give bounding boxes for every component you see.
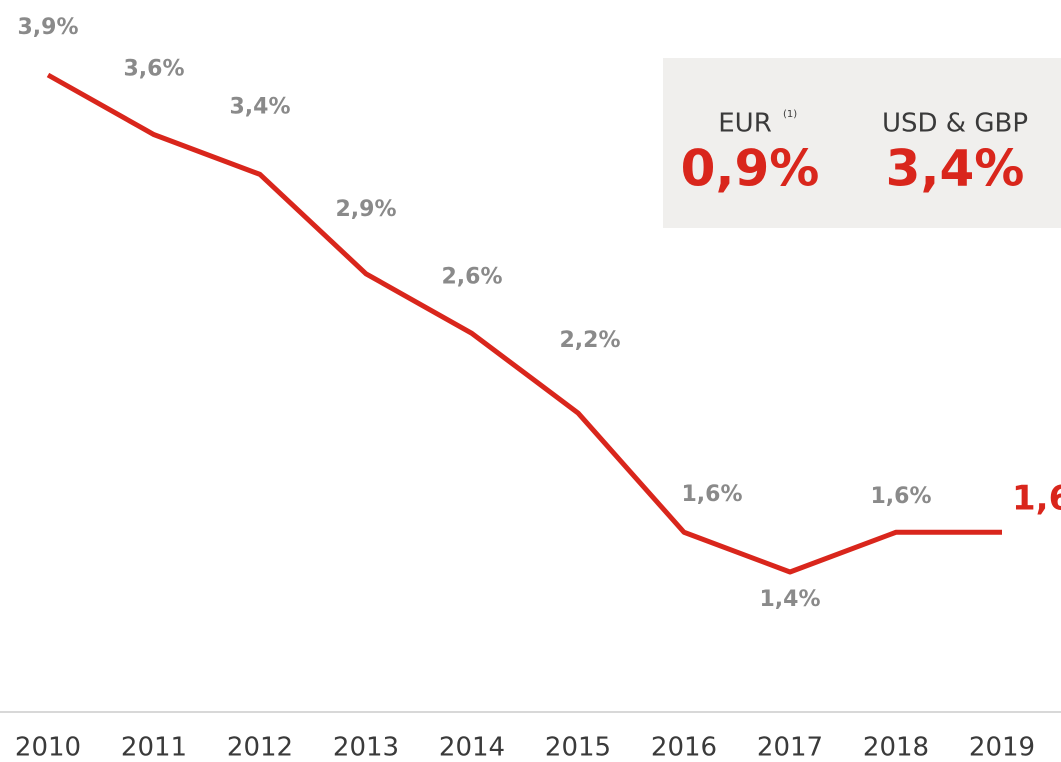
value-label: 1,6% <box>681 482 742 507</box>
x-tick-label: 2015 <box>545 733 611 762</box>
inset-value: 3,4% <box>886 140 1025 198</box>
line <box>46 72 1002 575</box>
inset-label: EUR <box>718 109 772 139</box>
value-label: 3,9% <box>17 15 78 40</box>
value-label: 1,6% <box>1012 479 1061 519</box>
value-label: 1,6% <box>870 484 931 509</box>
x-tick-label: 2014 <box>439 733 505 762</box>
inset-value: 0,9% <box>681 140 820 198</box>
value-label: 1,4% <box>759 587 820 612</box>
value-label: 3,6% <box>123 57 184 82</box>
value-label: 2,2% <box>559 328 620 353</box>
inset-note: (1) <box>783 109 797 120</box>
x-tick-label: 2019 <box>969 733 1035 762</box>
inset-box <box>663 58 1061 228</box>
x-tick-label: 2013 <box>333 733 399 762</box>
x-tick-label: 2011 <box>121 733 187 762</box>
x-tick-label: 2012 <box>227 733 293 762</box>
x-tick-label: 2016 <box>651 733 717 762</box>
x-tick-label: 2017 <box>757 733 823 762</box>
value-label: 3,4% <box>229 94 290 119</box>
value-label: 2,9% <box>335 197 396 222</box>
x-tick-label: 2018 <box>863 733 929 762</box>
inset-label: USD & GBP <box>882 109 1028 139</box>
x-tick-label: 2010 <box>15 733 81 762</box>
value-label: 2,6% <box>441 264 502 289</box>
